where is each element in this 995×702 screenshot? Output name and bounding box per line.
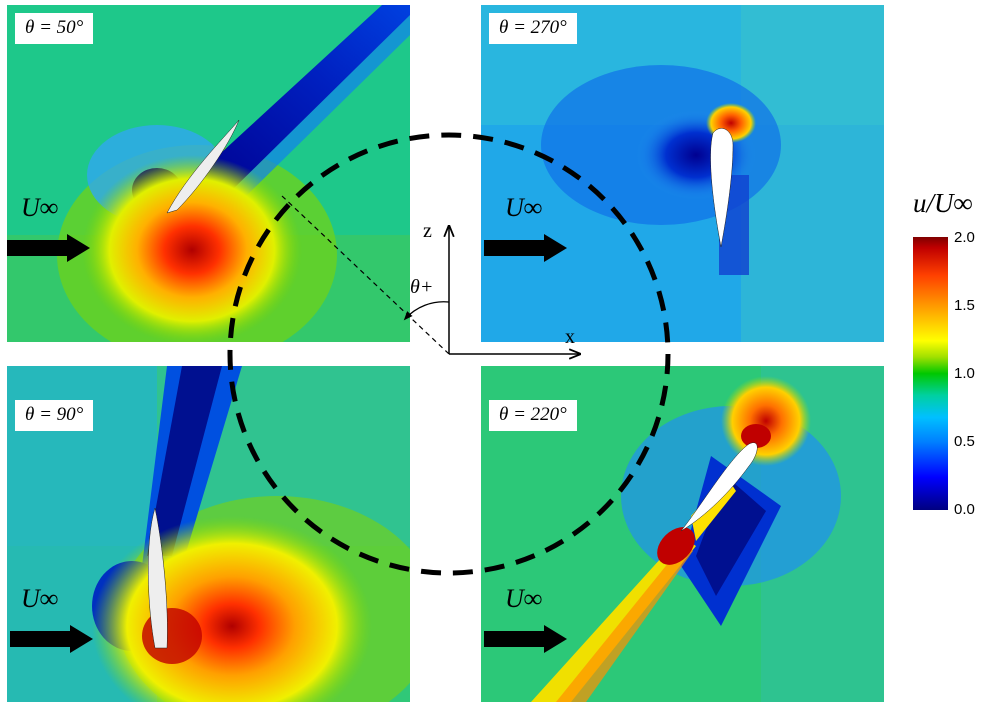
airfoil (680, 442, 758, 532)
velocity-field-220 (481, 366, 884, 702)
theta-label: θ+ (410, 276, 434, 298)
airfoil (710, 128, 734, 248)
velocity-field-270 (481, 5, 884, 342)
freestream-label: U∞ (505, 193, 543, 222)
colorbar (913, 237, 948, 510)
airfoil (166, 119, 240, 214)
colorbar-tick: 1.0 (954, 365, 975, 382)
colorbar-tick: 2.0 (954, 229, 975, 246)
angle-label: θ = 270° (489, 13, 577, 44)
freestream-arrow (7, 234, 90, 262)
freestream-label: U∞ (21, 193, 59, 222)
x-axis-label: x (565, 326, 575, 348)
angle-label: θ = 220° (489, 400, 577, 431)
angle-label: θ = 50° (15, 13, 94, 44)
freestream-arrow (484, 625, 567, 653)
panel-theta-270: θ = 270° U∞ (481, 5, 884, 342)
colorbar-title: u/U∞ (913, 188, 973, 218)
colorbar-tick: 0.5 (954, 433, 975, 450)
freestream-label: U∞ (21, 584, 59, 613)
radius-line (281, 195, 450, 355)
freestream-label: U∞ (505, 584, 543, 613)
theta-arc (403, 301, 450, 321)
panel-theta-220: θ = 220° U∞ (481, 366, 884, 702)
freestream-arrow (484, 234, 567, 262)
rotor-path-circle (227, 132, 671, 576)
colorbar-tick: 1.5 (954, 297, 975, 314)
z-axis-label: z (423, 220, 432, 242)
airfoil (148, 507, 168, 649)
colorbar-tick: 0.0 (954, 501, 975, 518)
freestream-arrow (10, 625, 93, 653)
angle-label: θ = 90° (15, 400, 94, 431)
